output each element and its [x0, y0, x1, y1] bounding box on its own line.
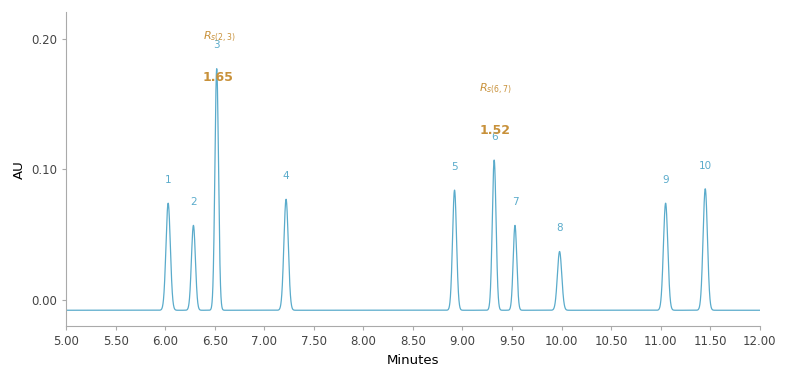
Text: $R_{s(2,3)}$: $R_{s(2,3)}$: [203, 30, 236, 44]
Text: 6: 6: [491, 132, 498, 142]
Y-axis label: AU: AU: [13, 160, 25, 179]
Text: 8: 8: [556, 223, 563, 233]
Text: 4: 4: [282, 171, 290, 181]
Text: 9: 9: [662, 175, 669, 185]
Text: 1: 1: [165, 175, 171, 185]
Text: 5: 5: [451, 162, 458, 172]
Text: 3: 3: [213, 41, 220, 50]
Text: 1.52: 1.52: [479, 124, 510, 136]
Text: 2: 2: [190, 197, 196, 207]
Text: 10: 10: [699, 161, 712, 171]
Text: $R_{s(6,7)}$: $R_{s(6,7)}$: [479, 82, 512, 96]
Text: 1.65: 1.65: [203, 71, 234, 84]
Text: 7: 7: [512, 197, 518, 207]
X-axis label: Minutes: Minutes: [387, 354, 439, 366]
